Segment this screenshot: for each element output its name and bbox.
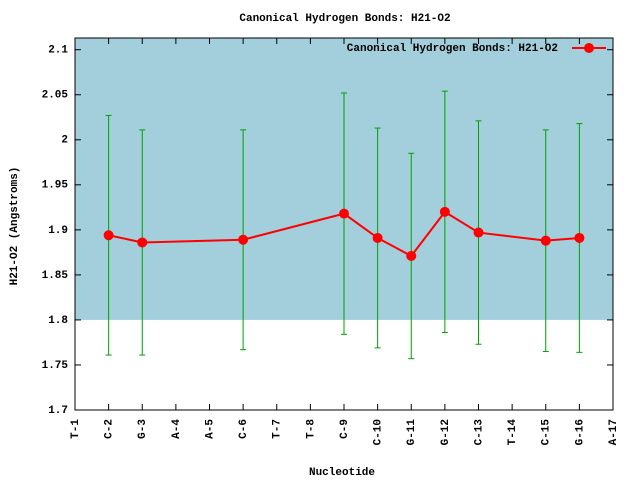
x-tick-label: G-3 bbox=[137, 419, 149, 439]
data-point bbox=[473, 227, 484, 238]
x-tick-label: T-7 bbox=[272, 419, 284, 439]
x-tick-label: G-16 bbox=[574, 419, 586, 445]
x-tick-label: C-2 bbox=[104, 419, 116, 439]
chart-title: Canonical Hydrogen Bonds: H21-O2 bbox=[239, 13, 450, 25]
x-tick-label: T-1 bbox=[70, 419, 82, 439]
data-point bbox=[439, 206, 450, 217]
y-tick-label: 1.85 bbox=[42, 270, 69, 282]
series-line bbox=[108, 210, 580, 258]
y-tick-label: 2.1 bbox=[48, 45, 68, 57]
data-point bbox=[238, 234, 249, 245]
x-tick-label: C-13 bbox=[473, 419, 485, 446]
x-tick-label: G-12 bbox=[440, 419, 452, 445]
x-tick-label: A-17 bbox=[608, 419, 620, 445]
legend-label: Canonical Hydrogen Bonds: H21-O2 bbox=[347, 43, 558, 55]
x-axis-label: Nucleotide bbox=[309, 467, 375, 479]
data-point bbox=[103, 230, 114, 241]
x-tick-label: G-11 bbox=[406, 419, 418, 446]
y-tick-label: 2 bbox=[61, 135, 68, 147]
data-point bbox=[339, 208, 349, 219]
y-tick-label: 1.8 bbox=[48, 315, 68, 327]
x-tick-label: C-9 bbox=[339, 419, 351, 439]
x-tick-label: T-14 bbox=[507, 419, 519, 446]
data-point bbox=[574, 232, 585, 243]
data-point bbox=[406, 250, 417, 261]
y-tick-label: 1.9 bbox=[48, 225, 68, 237]
x-tick-label: T-8 bbox=[305, 419, 317, 439]
y-tick-label: 1.95 bbox=[42, 180, 69, 192]
x-tick-label: A-4 bbox=[171, 419, 183, 439]
y-axis-label: H21-O2 (Angstroms) bbox=[9, 167, 21, 286]
x-tick-label: C-10 bbox=[373, 419, 385, 445]
y-tick-label: 1.7 bbox=[48, 405, 68, 417]
data-point bbox=[540, 235, 551, 246]
x-tick-label: C-15 bbox=[541, 419, 553, 446]
y-tick-label: 2.05 bbox=[42, 90, 69, 102]
data-point bbox=[372, 232, 383, 243]
x-tick-label: C-6 bbox=[238, 419, 250, 439]
y-tick-label: 1.75 bbox=[42, 360, 69, 372]
x-tick-label: A-5 bbox=[204, 419, 216, 439]
legend-marker bbox=[584, 43, 594, 53]
data-point bbox=[137, 237, 148, 248]
